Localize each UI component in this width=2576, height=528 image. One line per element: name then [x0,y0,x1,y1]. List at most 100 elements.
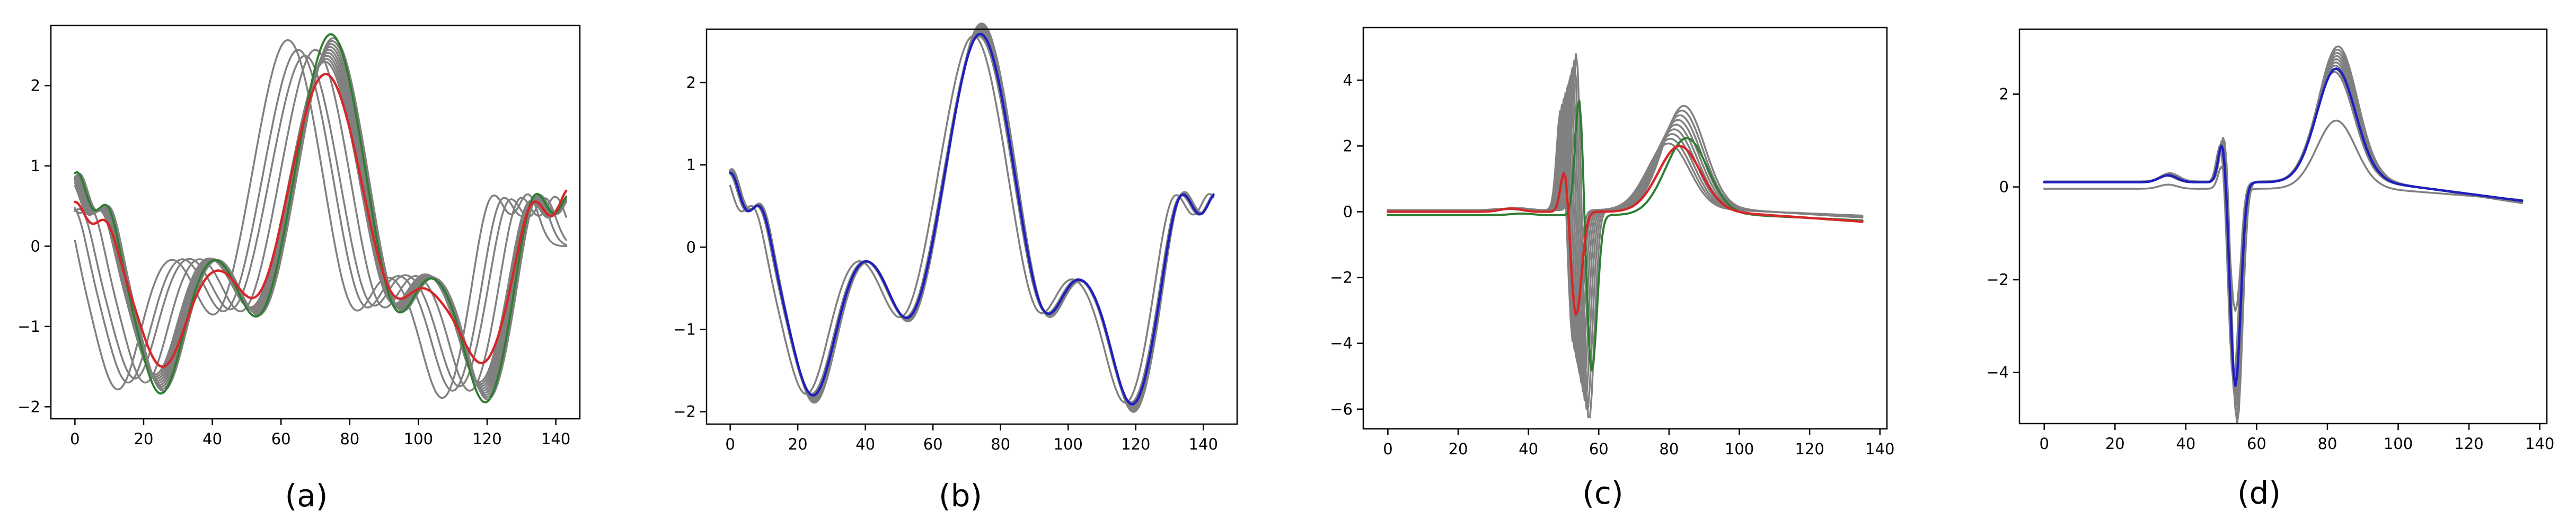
series-line-gray [2043,119,2524,312]
series-line-green [74,33,568,403]
x-tick-label: 100 [404,430,433,448]
axes-frame [705,28,1238,425]
x-tick-label: 0 [70,430,80,448]
axes-frame [1362,27,1888,430]
x-tick-label: 60 [2247,435,2266,453]
x-tick-label: 0 [1383,440,1392,458]
x-tick-label: 40 [2176,435,2195,453]
x-tick-label: 120 [2454,435,2483,453]
series-line-gray [2043,71,2524,381]
y-tick-label: 0 [31,237,40,255]
series-line-gray [1387,110,1864,345]
panel-label-a: (a) [285,478,328,514]
y-tick-label: 2 [31,77,40,95]
series-line-gray [2043,58,2524,403]
x-tick-label: 140 [541,430,570,448]
series-line-gray [1387,67,1864,402]
y-tick-label: 0 [1999,178,2009,196]
x-tick-label: 40 [855,435,875,453]
panel-label-d: (d) [2237,475,2281,511]
x-tick-label: 140 [2525,435,2554,453]
series-line-gray [2043,61,2524,397]
series-line-gray [74,46,567,394]
y-tick-label: −2 [1986,271,2009,289]
y-tick-label: 2 [1343,137,1353,155]
series-line-gray [2043,65,2524,390]
series-line-gray [2043,48,2524,418]
series-line-gray [74,40,567,399]
series-line-gray [1387,98,1864,365]
series-line-gray [729,25,1215,411]
panel-d: 0 20 40 60 80 100 120 140 −4 −2 0 2 [1986,28,2554,453]
x-tick-label: 100 [2384,435,2413,453]
axes-frame [2018,28,2548,425]
x-tick-label: 80 [2318,435,2337,453]
series-line-blue [729,32,1215,406]
x-tick-label: 140 [1189,435,1218,453]
series-line-gray [2043,45,2524,425]
y-tick-label: −2 [1330,269,1353,287]
x-tick-label: 40 [202,430,222,448]
y-tick-label: −1 [673,321,696,339]
series-line-gray [74,55,567,388]
x-tick-label: 140 [1865,440,1894,458]
series-line-blue [2043,67,2524,387]
panel-b: 0 20 40 60 80 100 120 140 −2 −1 0 1 2 [673,22,1238,453]
y-tick-label: 1 [686,156,696,174]
axes-frame [50,24,581,420]
y-tick-label: −2 [673,403,696,421]
y-tick-label: 4 [1343,71,1353,89]
series-line-gray [74,49,567,392]
x-tick-label: 100 [1725,440,1754,458]
x-tick-label: 60 [923,435,943,453]
series-line-gray [2043,55,2524,407]
x-tick-label: 40 [1519,440,1538,458]
x-tick-label: 20 [2105,435,2125,453]
y-tick-label: −4 [1986,364,2009,382]
x-tick-label: 80 [1659,440,1679,458]
series-line-gray [1387,82,1864,384]
series-line-gray [1387,75,1864,393]
x-tick-label: 0 [2040,435,2049,453]
y-tick-label: 2 [686,74,696,92]
series-line-gray [729,33,1215,405]
series-line-green [1387,100,1864,372]
series-line-gray [1387,104,1864,355]
y-tick-label: −4 [1330,335,1353,353]
series-line-gray [729,27,1215,410]
panel-label-b: (b) [939,478,982,514]
panel-label-c: (c) [1582,475,1623,511]
series-line-gray [74,39,567,399]
x-tick-label: 20 [788,435,808,453]
y-tick-label: −2 [17,398,40,416]
x-tick-label: 80 [340,430,359,448]
series-line-red [74,73,568,368]
series-line-gray [729,35,1215,403]
x-tick-label: 60 [271,430,291,448]
y-tick-label: 1 [31,157,40,175]
series-line-gray [729,34,1215,404]
series-line-gray [729,32,1215,406]
x-tick-label: 0 [725,435,735,453]
series-line-gray [2043,51,2524,411]
x-tick-label: 80 [991,435,1010,453]
series-line-gray [1387,90,1864,374]
series-line-gray [729,29,1215,408]
x-tick-label: 120 [472,430,501,448]
x-tick-label: 60 [1589,440,1609,458]
series-line-gray [74,49,567,392]
series-line-gray [2043,67,2524,386]
x-tick-label: 20 [134,430,154,448]
y-tick-label: 2 [1999,85,2009,103]
panel-c: 0 20 40 60 80 100 120 140 −6 −4 −2 0 2 4 [1330,27,1894,458]
x-tick-label: 100 [1054,435,1083,453]
y-tick-label: 0 [1343,203,1353,221]
series-line-gray [74,43,567,397]
series-line-gray [1387,60,1864,410]
y-tick-label: 0 [686,238,696,256]
x-tick-label: 20 [1449,440,1468,458]
y-tick-label: −6 [1330,400,1353,418]
x-tick-label: 120 [1795,440,1824,458]
series-line-gray [729,30,1215,407]
